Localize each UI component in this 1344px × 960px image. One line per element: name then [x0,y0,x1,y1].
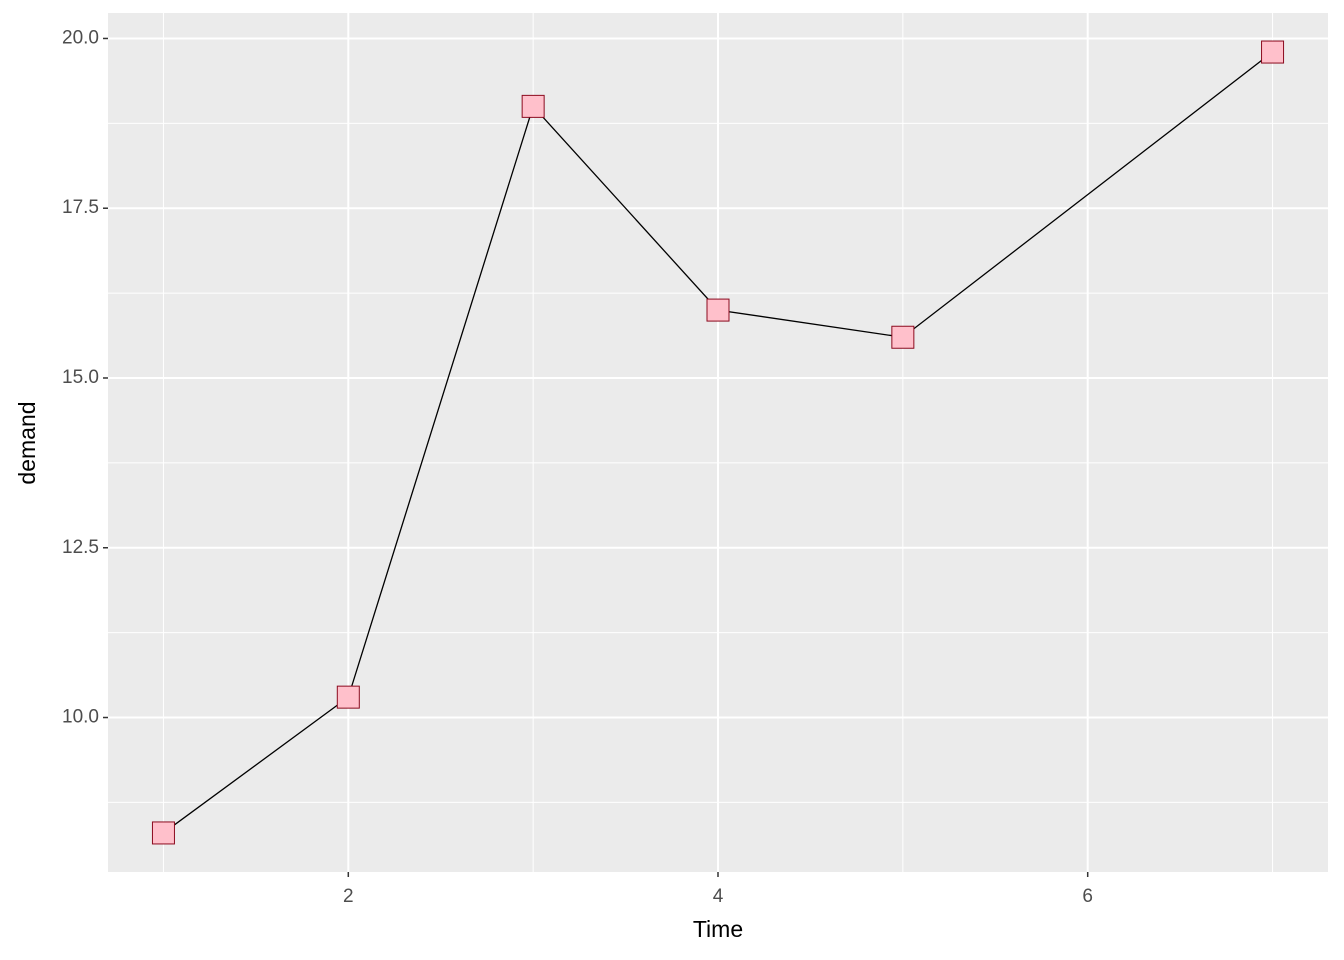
x-tick-label: 4 [713,886,724,907]
y-tick-label: 10.0 [62,707,99,728]
data-point [891,325,915,349]
data-point [151,821,175,845]
data-point [1261,40,1285,64]
x-tick-label: 6 [1082,886,1093,907]
y-tick-label: 17.5 [62,197,99,218]
x-axis-title: Time [693,916,743,942]
data-point [336,685,360,709]
y-axis-title: demand [14,401,40,484]
y-tick-label: 20.0 [62,27,99,48]
data-point [521,94,545,118]
data-line [163,51,1273,834]
x-tick-label: 2 [343,886,354,907]
y-tick-label: 15.0 [62,367,99,388]
y-tick-label: 12.5 [62,537,99,558]
data-point [706,298,730,322]
